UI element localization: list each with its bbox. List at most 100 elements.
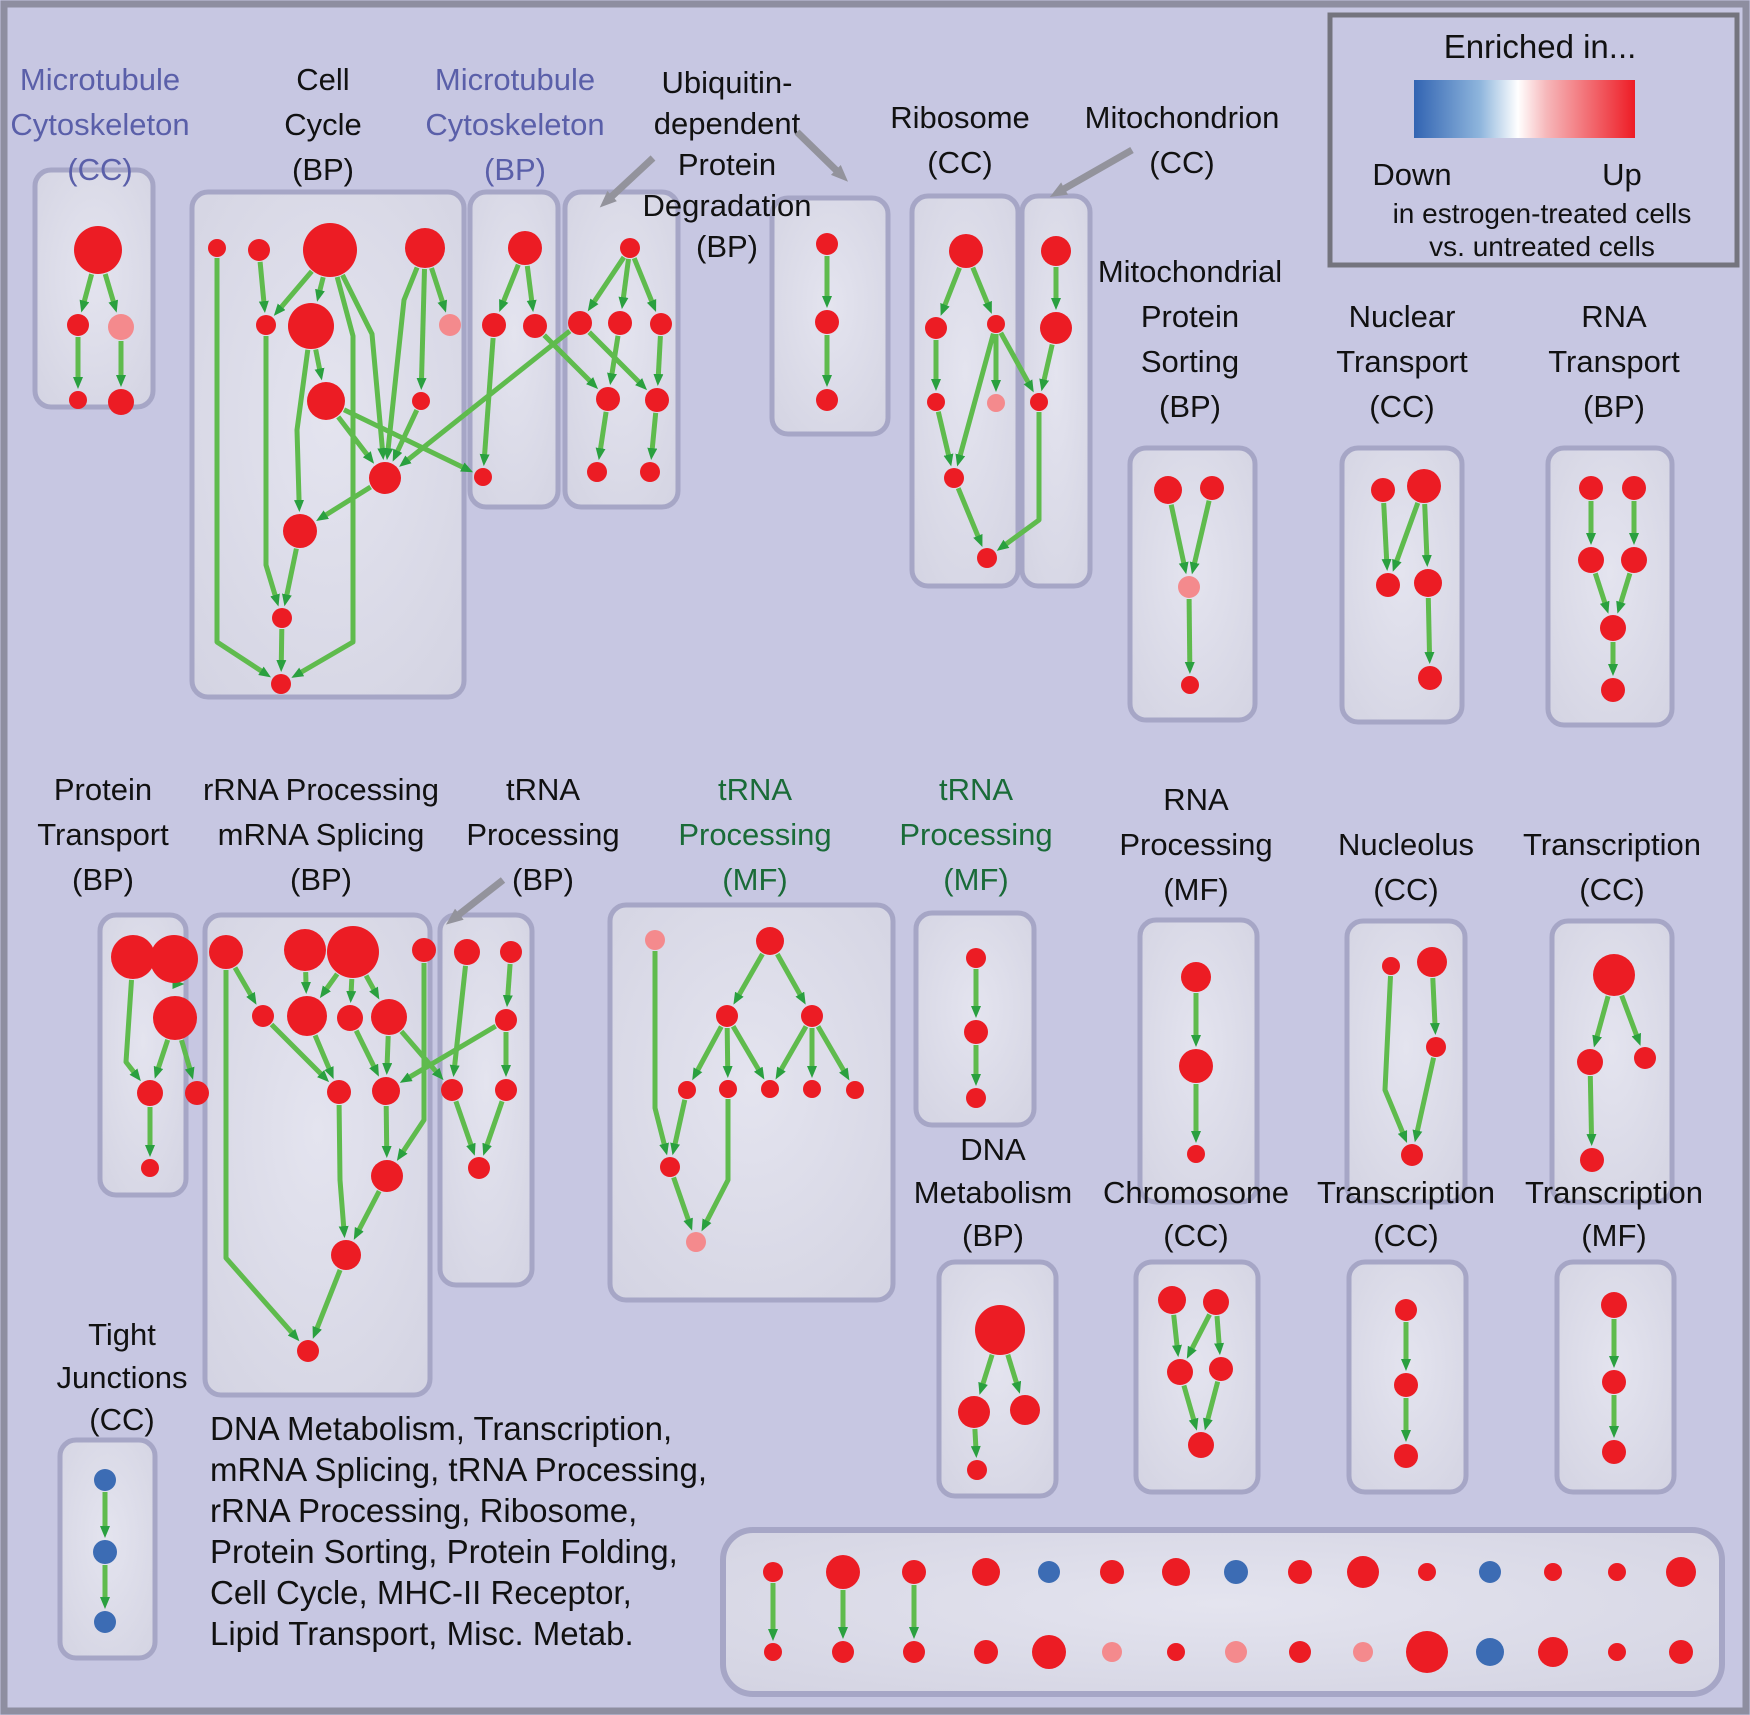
edge-rb4-to-rb6 — [935, 411, 954, 467]
go-term-node-cc6 — [288, 303, 334, 349]
edge-mc1-to-mc3 — [102, 273, 119, 313]
cluster-box-nuclear-transport-cc — [1339, 445, 1465, 725]
edge-pt1-to-pt4 — [123, 979, 141, 1082]
go-term-node-rr11 — [371, 1160, 403, 1192]
go-term-node-ga5 — [678, 1081, 696, 1099]
go-term-node-ch3 — [1167, 1359, 1193, 1385]
go-term-node-mc3 — [108, 314, 134, 340]
edge-cc5-to-cc12 — [263, 336, 280, 607]
pair-bottom-node-10 — [1406, 1631, 1448, 1673]
edge-ub2-to-cc10 — [399, 329, 572, 467]
edge-cc8-to-cc10 — [336, 415, 375, 464]
go-term-node-cc5 — [256, 315, 276, 335]
pair-top-node-14 — [1666, 1557, 1696, 1587]
go-term-node-pt2 — [150, 935, 198, 983]
go-term-node-pt4 — [137, 1080, 163, 1106]
edge-rt3-to-rt5 — [1592, 572, 1610, 614]
go-term-node-ch4 — [1209, 1357, 1233, 1381]
pair-bottom-node-11 — [1476, 1638, 1504, 1666]
go-term-node-nu1 — [1382, 957, 1400, 975]
go-term-node-tb5 — [495, 1079, 517, 1101]
edge-cc2-to-cc5 — [257, 261, 269, 314]
go-term-node-ga9 — [846, 1081, 864, 1099]
go-term-node-nt1 — [1371, 478, 1395, 502]
edge-cc3-to-cc6 — [315, 276, 326, 302]
edge-ub4-to-ub6 — [653, 335, 664, 386]
edge-mb1-to-mb3 — [524, 265, 537, 313]
go-term-node-nu4 — [1401, 1144, 1423, 1166]
go-term-node-ub4 — [650, 313, 672, 335]
edge-ch1-to-ch3 — [1171, 1314, 1182, 1358]
pair-top-node-10 — [1418, 1563, 1436, 1581]
go-term-node-gb3 — [966, 1088, 986, 1108]
edge-tb4-to-tb6 — [453, 1100, 476, 1156]
edge-ga10-to-ga11 — [671, 1176, 693, 1231]
go-term-node-nu2 — [1417, 947, 1447, 977]
go-term-node-mt1 — [1041, 236, 1071, 266]
edge-ub1-to-ub4 — [631, 257, 657, 312]
go-term-node-rt3 — [1578, 547, 1604, 573]
go-term-node-rp3 — [1187, 1145, 1205, 1163]
edge-rr8-to-rr10 — [382, 1035, 393, 1075]
go-term-node-t33 — [1394, 1444, 1418, 1468]
go-term-node-cc7 — [439, 314, 461, 336]
cluster-label-chromosome-cc: Chromosome (CC) — [1103, 1175, 1289, 1253]
go-term-node-ch2 — [1203, 1289, 1229, 1315]
edge-ga1-to-ga10 — [652, 951, 669, 1156]
legend-title: Enriched in... — [1444, 28, 1637, 65]
edge-rr10-to-rr11 — [381, 1105, 392, 1158]
go-term-node-tb4 — [441, 1079, 463, 1101]
edge-rb1-to-rb3 — [970, 266, 992, 314]
edge-nu2-to-nu3 — [1429, 977, 1440, 1035]
go-term-node-ut2 — [815, 310, 839, 334]
go-term-node-pt1 — [111, 935, 155, 979]
edge-ch4-to-ch5 — [1203, 1380, 1221, 1431]
go-term-node-nt2 — [1407, 469, 1441, 503]
edge-rt4-to-rt5 — [1616, 572, 1633, 614]
go-term-node-ub1 — [620, 238, 640, 258]
label-pointer-arrow-1 — [794, 129, 849, 182]
go-term-node-nt3 — [1376, 573, 1400, 597]
edge-dm2-to-dm4 — [970, 1428, 981, 1458]
pair-bottom-node-0 — [764, 1643, 782, 1661]
cluster-box-multi-category-pairs — [720, 1527, 1725, 1697]
edge-pt3-to-pt4 — [153, 1039, 171, 1079]
edge-nu1-to-nu4 — [1382, 975, 1408, 1144]
edge-ga2-to-ga4 — [775, 952, 806, 1005]
go-term-node-mb4 — [474, 468, 492, 486]
pair-top-node-8 — [1288, 1560, 1312, 1584]
edge-ga3-to-ga5 — [692, 1025, 724, 1081]
edge-cc8-to-mb4 — [342, 407, 474, 473]
edge-rr5-to-rr9 — [269, 1022, 330, 1083]
edge-pt3-to-pt5 — [179, 1039, 195, 1080]
edge-ch3-to-ch5 — [1181, 1384, 1199, 1431]
go-term-node-rt4 — [1621, 547, 1647, 573]
note-block: DNA Metabolism, Transcription, mRNA Spli… — [210, 1410, 707, 1652]
go-term-node-cc1 — [208, 239, 226, 257]
go-term-node-ms4 — [1181, 676, 1199, 694]
edge-rr7-to-rr10 — [353, 1029, 379, 1077]
pair-top-node-13 — [1608, 1563, 1626, 1581]
edge-nt4-to-nt5 — [1424, 597, 1435, 664]
edge-rb6-to-rb7 — [955, 487, 983, 547]
edge-cc10-to-cc11 — [316, 484, 372, 521]
go-term-node-tj3 — [94, 1611, 116, 1633]
go-term-node-ub7 — [587, 462, 607, 482]
edge-rr1-to-rr5 — [232, 966, 257, 1005]
pair-top-node-7 — [1224, 1560, 1248, 1584]
go-term-node-mc4 — [69, 391, 87, 409]
go-term-node-rb2 — [925, 317, 947, 339]
go-term-node-cc12 — [272, 608, 292, 628]
go-term-node-rr4 — [412, 938, 436, 962]
edge-ms2-to-ms3 — [1189, 500, 1212, 575]
go-term-node-rb6 — [944, 468, 964, 488]
edge-ga3-to-ga6 — [722, 1027, 733, 1078]
go-term-node-ut3 — [816, 389, 838, 411]
edge-mb1-to-mb2 — [499, 263, 521, 312]
cluster-box-ribosome-cc — [909, 193, 1021, 589]
pair-bottom-node-13 — [1608, 1643, 1626, 1661]
go-term-node-rr9 — [327, 1080, 351, 1104]
go-term-node-ch1 — [1158, 1286, 1186, 1314]
go-term-node-ga3 — [716, 1005, 738, 1027]
